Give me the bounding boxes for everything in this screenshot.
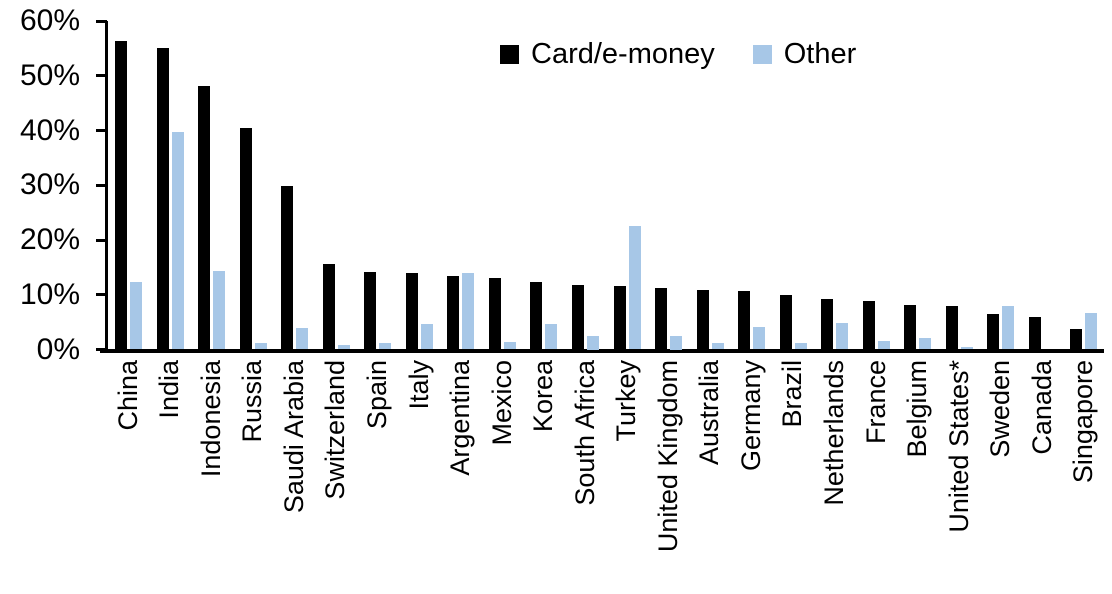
bar-card-e-money xyxy=(447,276,460,350)
bar-card-e-money xyxy=(945,306,958,350)
bar-other xyxy=(877,340,890,350)
bar-card-e-money xyxy=(696,290,709,350)
x-axis-category-label: Switzerland xyxy=(320,360,351,500)
bar-card-e-money xyxy=(904,304,917,350)
bar-card-e-money xyxy=(281,186,294,350)
bar-other xyxy=(296,328,309,350)
x-axis-category-label: France xyxy=(860,360,891,445)
legend-swatch-other-icon xyxy=(752,45,772,64)
bar-other xyxy=(254,343,267,350)
x-axis-category-label: India xyxy=(154,360,185,419)
y-axis-tick-label: 40% xyxy=(19,113,80,147)
bar-other xyxy=(1085,312,1098,350)
x-axis-category-label: Brazil xyxy=(777,360,808,428)
y-axis-tick-label: 10% xyxy=(19,277,80,311)
bar-card-e-money xyxy=(115,41,127,350)
bar-card-e-money xyxy=(530,282,543,350)
legend-swatch-card-icon xyxy=(500,45,519,64)
x-axis-category-label: United Kingdom xyxy=(652,360,683,553)
x-axis-category-label: Turkey xyxy=(611,360,642,442)
y-tick-mark xyxy=(96,293,107,297)
bar-other xyxy=(919,338,932,350)
y-tick-mark xyxy=(96,74,107,78)
bar-other xyxy=(836,322,849,350)
x-axis-category-label: Saudi Arabia xyxy=(278,360,309,514)
x-axis-category-label: China xyxy=(112,360,143,431)
bar-card-e-money xyxy=(198,85,211,350)
bar-card-e-money xyxy=(655,288,668,350)
bar-other xyxy=(711,343,724,350)
x-axis-category-label: Netherlands xyxy=(818,360,849,506)
x-axis-category-label: Spain xyxy=(362,360,393,430)
bar-card-e-money xyxy=(987,313,1000,350)
bar-card-e-money xyxy=(571,284,584,350)
bar-other xyxy=(794,342,807,350)
x-axis-category-label: Italy xyxy=(403,360,434,410)
x-axis-line xyxy=(100,348,1104,353)
bar-other xyxy=(545,323,558,350)
bar-card-e-money xyxy=(488,278,501,350)
y-tick-mark xyxy=(96,129,107,132)
bar-other xyxy=(379,343,392,350)
bar-other xyxy=(213,270,226,350)
bar-other xyxy=(1002,305,1015,350)
x-axis-category-label: Mexico xyxy=(486,360,517,446)
bar-card-e-money xyxy=(613,285,626,350)
bar-card-e-money xyxy=(322,264,335,350)
chart-legend: Card/e-money Other xyxy=(500,40,856,69)
bar-card-e-money xyxy=(364,271,377,350)
y-axis-tick-label: 50% xyxy=(19,58,80,92)
x-axis-category-label: Germany xyxy=(735,360,766,472)
bar-other xyxy=(171,131,184,350)
legend-label-other: Other xyxy=(783,38,857,70)
x-axis-category-label: Australia xyxy=(694,360,725,466)
x-axis-category-label: Korea xyxy=(528,360,559,433)
x-axis-category-label: South Africa xyxy=(569,360,600,506)
y-tick-mark xyxy=(96,238,107,242)
bar-other xyxy=(337,345,350,350)
y-axis-tick-label: 30% xyxy=(19,168,80,202)
bar-other xyxy=(753,327,766,350)
x-axis-category-label: Singapore xyxy=(1068,360,1099,484)
legend-item-card-e-money: Card/e-money xyxy=(500,40,715,69)
x-axis-category-label: Argentina xyxy=(445,360,476,476)
y-tick-mark xyxy=(96,348,107,351)
y-axis-tick-label: 0% xyxy=(36,332,80,366)
bar-card-e-money xyxy=(239,127,252,350)
bar-other xyxy=(503,341,516,350)
x-axis-category-label: Canada xyxy=(1026,360,1057,455)
bar-card-e-money xyxy=(1070,328,1083,350)
x-axis-category-label: Sweden xyxy=(985,360,1016,458)
bar-other xyxy=(960,347,973,350)
bar-card-e-money xyxy=(779,295,792,350)
x-axis-category-label: Russia xyxy=(237,360,268,443)
bar-card-e-money xyxy=(156,47,169,350)
legend-item-other: Other xyxy=(752,38,857,70)
bar-card-e-money xyxy=(821,298,834,350)
y-tick-mark xyxy=(96,183,107,187)
bar-other xyxy=(670,335,683,350)
y-tick-mark xyxy=(96,19,107,23)
x-axis-category-label: Indonesia xyxy=(195,360,226,478)
x-axis-category-label: Belgium xyxy=(902,360,933,458)
x-axis-category-label: United States* xyxy=(943,360,974,533)
bar-card-e-money xyxy=(862,301,875,350)
bar-other xyxy=(628,225,641,350)
bar-card-e-money xyxy=(405,272,418,350)
y-axis-tick-label: 20% xyxy=(19,223,80,256)
bar-other xyxy=(586,335,599,350)
bar-other xyxy=(130,281,142,350)
bar-card-e-money xyxy=(1028,316,1041,350)
y-axis-tick-label: 60% xyxy=(19,4,80,37)
bar-other xyxy=(462,273,475,350)
bar-other xyxy=(420,324,433,350)
bar-card-e-money xyxy=(738,290,751,350)
legend-label-card-e-money: Card/e-money xyxy=(531,38,715,70)
